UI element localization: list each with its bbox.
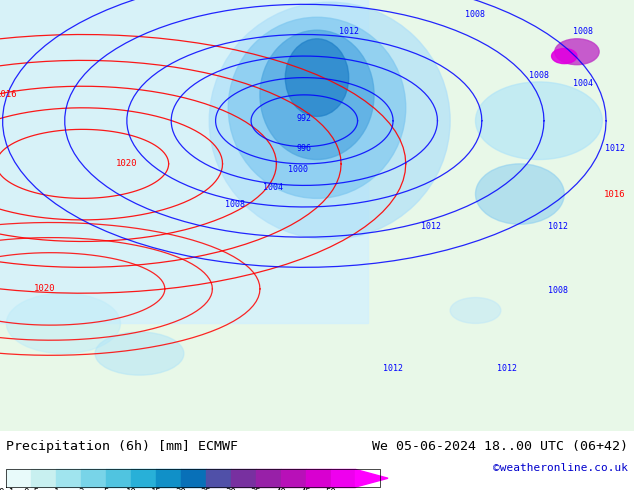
- Text: 45: 45: [301, 488, 311, 490]
- Text: 5: 5: [103, 488, 109, 490]
- Text: 1012: 1012: [339, 27, 359, 36]
- Ellipse shape: [6, 293, 120, 354]
- Bar: [6, 469, 31, 487]
- Text: 2: 2: [79, 488, 84, 490]
- Ellipse shape: [450, 297, 501, 323]
- Text: 1012: 1012: [548, 221, 568, 230]
- Text: 1020: 1020: [116, 159, 138, 169]
- Text: 996: 996: [297, 144, 312, 153]
- Bar: [156, 469, 181, 487]
- Bar: [206, 469, 231, 487]
- Text: 992: 992: [297, 114, 312, 122]
- Bar: [81, 469, 106, 487]
- Text: 35: 35: [250, 488, 261, 490]
- Text: 10: 10: [126, 488, 136, 490]
- Ellipse shape: [228, 17, 406, 198]
- Text: 1012: 1012: [497, 364, 517, 373]
- Bar: [330, 469, 356, 487]
- Bar: [306, 469, 330, 487]
- Text: 50: 50: [325, 488, 336, 490]
- Ellipse shape: [285, 39, 349, 117]
- Text: 1: 1: [53, 488, 59, 490]
- Text: 1012: 1012: [605, 144, 625, 153]
- Text: 1008: 1008: [548, 286, 568, 295]
- Text: 0.1: 0.1: [0, 488, 15, 490]
- Bar: [231, 469, 256, 487]
- Ellipse shape: [476, 164, 564, 224]
- Bar: [31, 469, 56, 487]
- Text: 1008: 1008: [465, 10, 486, 19]
- Bar: [131, 469, 156, 487]
- Text: 25: 25: [200, 488, 211, 490]
- Ellipse shape: [209, 2, 450, 239]
- Ellipse shape: [260, 30, 374, 160]
- Text: 30: 30: [226, 488, 236, 490]
- Ellipse shape: [476, 82, 602, 160]
- Text: 1008: 1008: [224, 200, 245, 209]
- Text: 1016: 1016: [604, 190, 626, 198]
- Text: 1004: 1004: [573, 79, 593, 88]
- Ellipse shape: [552, 49, 577, 64]
- Text: 40: 40: [275, 488, 286, 490]
- Bar: [256, 469, 281, 487]
- FancyBboxPatch shape: [0, 0, 368, 323]
- Ellipse shape: [555, 39, 599, 65]
- Text: 1008: 1008: [529, 71, 549, 79]
- Bar: [56, 469, 81, 487]
- Text: 1012: 1012: [421, 221, 441, 230]
- Ellipse shape: [95, 332, 184, 375]
- Text: 1012: 1012: [383, 364, 403, 373]
- Text: We 05-06-2024 18..00 UTC (06+42): We 05-06-2024 18..00 UTC (06+42): [372, 440, 628, 453]
- Bar: [181, 469, 206, 487]
- Bar: [106, 469, 131, 487]
- Text: ©weatheronline.co.uk: ©weatheronline.co.uk: [493, 463, 628, 473]
- Text: 0.5: 0.5: [23, 488, 39, 490]
- Text: 1008: 1008: [573, 27, 593, 36]
- Polygon shape: [356, 469, 388, 487]
- Text: 1016: 1016: [0, 90, 17, 99]
- Text: 1000: 1000: [288, 166, 308, 174]
- Bar: [281, 469, 306, 487]
- Text: 15: 15: [151, 488, 161, 490]
- Text: 1004: 1004: [262, 183, 283, 192]
- Text: 1020: 1020: [34, 284, 55, 294]
- Text: Precipitation (6h) [mm] ECMWF: Precipitation (6h) [mm] ECMWF: [6, 440, 238, 453]
- Text: 20: 20: [176, 488, 186, 490]
